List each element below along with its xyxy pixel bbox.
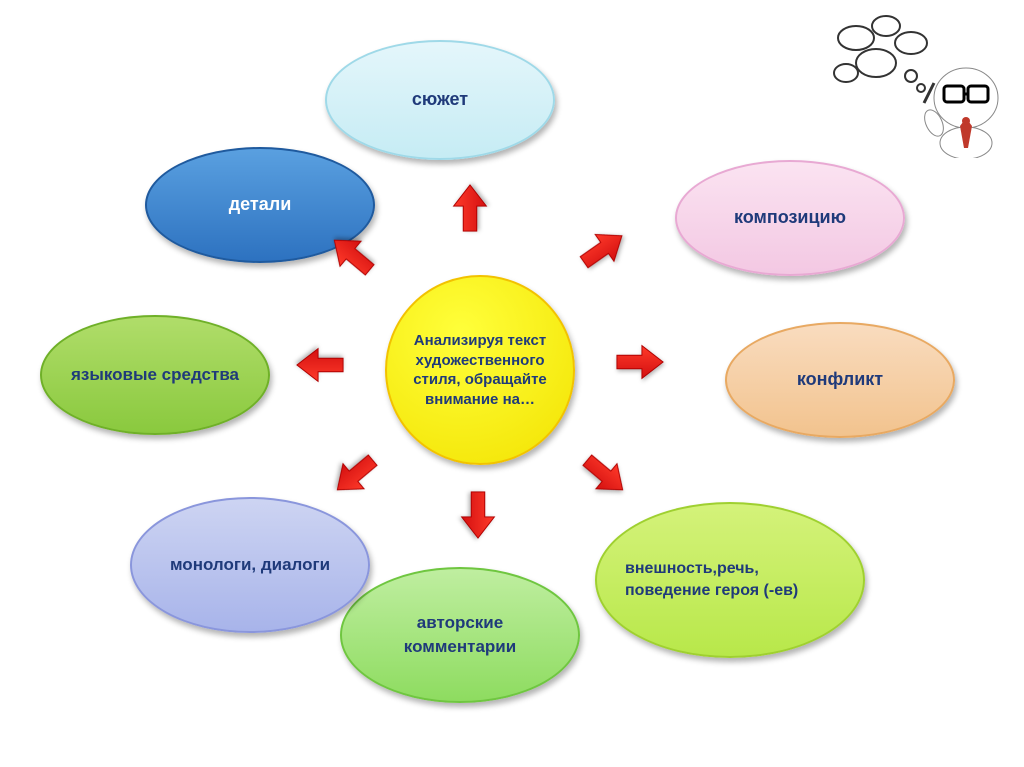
arrow-5: [320, 440, 390, 510]
arrow-3: [570, 440, 640, 510]
arrow-6: [295, 340, 345, 390]
node-label: языковые средства: [71, 363, 239, 387]
node-lang: языковые средства: [40, 315, 270, 435]
arrow-0: [445, 183, 495, 233]
arrow-1: [568, 214, 638, 284]
node-hero: внешность,речь, поведение героя (-ев): [595, 502, 865, 658]
arrow-4: [453, 490, 503, 540]
node-label: сюжет: [412, 87, 468, 112]
node-plot: сюжет: [325, 40, 555, 160]
node-label: авторские комментарии: [362, 611, 558, 659]
node-label: композицию: [734, 205, 846, 230]
node-label: детали: [229, 192, 292, 217]
node-label: внешность,речь, поведение героя (-ев): [625, 558, 843, 603]
mascot-icon: [816, 8, 1016, 158]
node-author: авторские комментарии: [340, 567, 580, 703]
arrow-2: [615, 337, 665, 387]
node-conflict: конфликт: [725, 322, 955, 438]
node-monolog: монологи, диалоги: [130, 497, 370, 633]
center-node: Анализируя текст художественного стиля, …: [385, 275, 575, 465]
node-composition: композицию: [675, 160, 905, 276]
center-label: Анализируя текст художественного стиля, …: [399, 331, 561, 409]
node-label: монологи, диалоги: [170, 553, 330, 577]
node-label: конфликт: [797, 367, 883, 392]
